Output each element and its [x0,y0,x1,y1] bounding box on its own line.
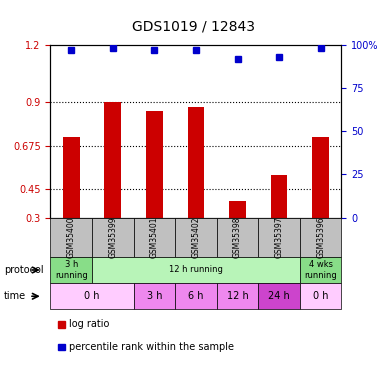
Text: 0 h: 0 h [84,291,100,301]
Text: GSM35400: GSM35400 [67,216,76,258]
Text: 6 h: 6 h [188,291,204,301]
Bar [63,137,80,218]
Text: GSM35397: GSM35397 [275,216,284,258]
Bar [104,102,121,218]
Text: 0 h: 0 h [313,291,328,301]
Text: 24 h: 24 h [268,291,290,301]
Bar [229,201,246,217]
Text: 12 h running: 12 h running [169,266,223,274]
Text: GSM35399: GSM35399 [108,216,117,258]
Text: GSM35401: GSM35401 [150,216,159,258]
Text: GSM35402: GSM35402 [191,216,201,258]
Bar [146,111,163,218]
Text: GSM35398: GSM35398 [233,216,242,258]
Text: 12 h: 12 h [227,291,248,301]
Text: protocol: protocol [4,265,43,275]
Text: percentile rank within the sample: percentile rank within the sample [69,342,234,352]
Text: 3 h
running: 3 h running [55,260,88,280]
Text: GSM35396: GSM35396 [316,216,325,258]
Text: 3 h: 3 h [147,291,162,301]
Bar [271,176,288,217]
Bar [312,137,329,218]
Text: log ratio: log ratio [69,320,109,329]
Text: GDS1019 / 12843: GDS1019 / 12843 [132,19,256,33]
Text: 4 wks
running: 4 wks running [304,260,337,280]
Bar [188,107,204,218]
Text: time: time [4,291,26,301]
